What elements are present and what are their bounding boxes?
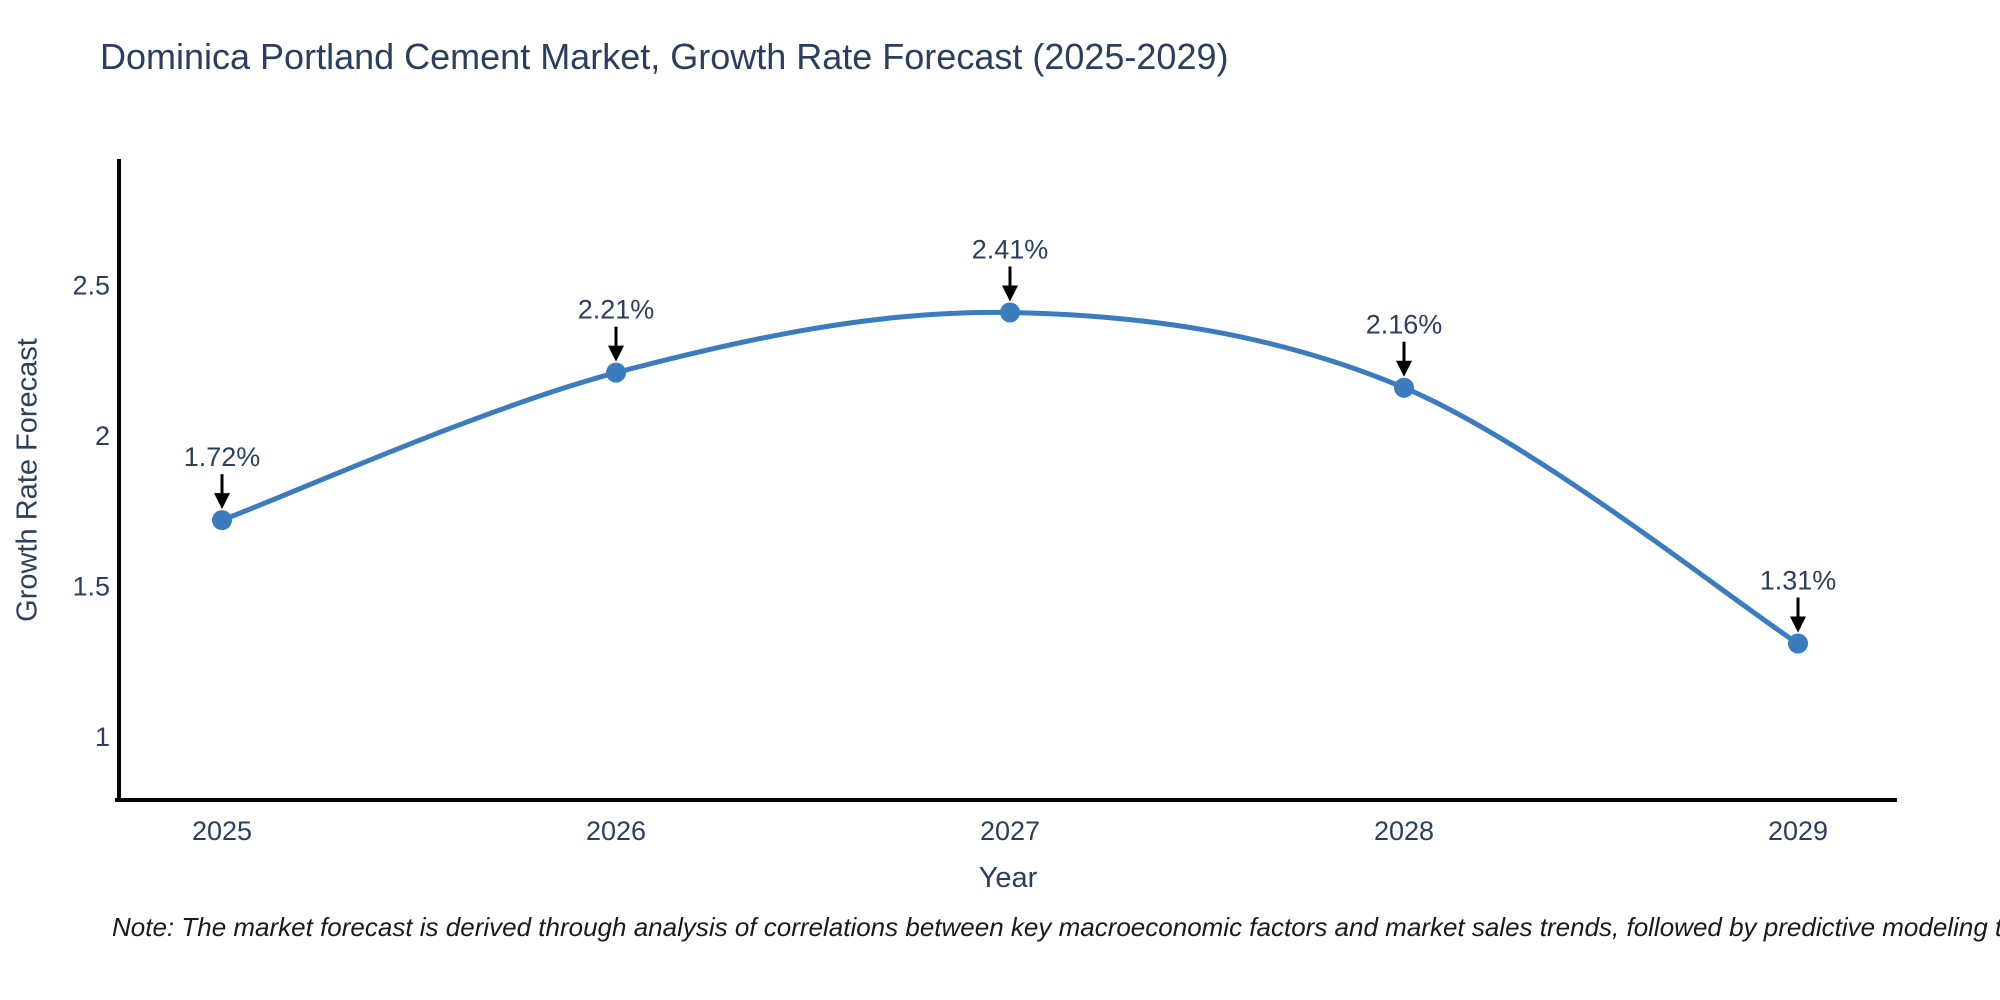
- data-point-marker: [606, 362, 626, 383]
- x-tick-label: 2029: [1768, 816, 1828, 846]
- data-point-label: 2.21%: [578, 295, 655, 325]
- data-point-marker: [1000, 302, 1020, 323]
- annotation-arrowhead: [608, 345, 624, 362]
- annotation-arrowhead: [1002, 285, 1018, 302]
- x-tick-label: 2025: [192, 816, 252, 846]
- x-axis-title: Year: [978, 862, 1038, 894]
- x-tick-label: 2028: [1374, 816, 1434, 846]
- data-point-marker: [1788, 633, 1808, 654]
- annotation-arrowhead: [1790, 616, 1806, 633]
- data-point-label: 1.31%: [1760, 566, 1837, 596]
- x-tick-label: 2026: [586, 816, 646, 846]
- y-tick-label: 2: [95, 421, 110, 451]
- x-tick-label: 2027: [980, 816, 1040, 846]
- chart-title: Dominica Portland Cement Market, Growth …: [100, 36, 1229, 77]
- y-axis-title: Growth Rate Forecast: [11, 338, 44, 622]
- data-point-label: 2.41%: [972, 234, 1049, 264]
- data-point-label: 1.72%: [184, 442, 261, 472]
- y-tick-label: 1.5: [72, 571, 110, 601]
- data-point-label: 2.16%: [1366, 310, 1443, 340]
- line-series: [221, 309, 1800, 646]
- data-point-marker: [1394, 377, 1414, 398]
- y-tick-label: 1: [95, 722, 110, 752]
- annotation-arrowhead: [1396, 360, 1412, 377]
- footnote: Note: The market forecast is derived thr…: [112, 912, 2000, 942]
- annotation-arrowhead: [214, 493, 230, 510]
- y-tick-label: 2.5: [72, 270, 110, 300]
- data-point-marker: [212, 510, 232, 531]
